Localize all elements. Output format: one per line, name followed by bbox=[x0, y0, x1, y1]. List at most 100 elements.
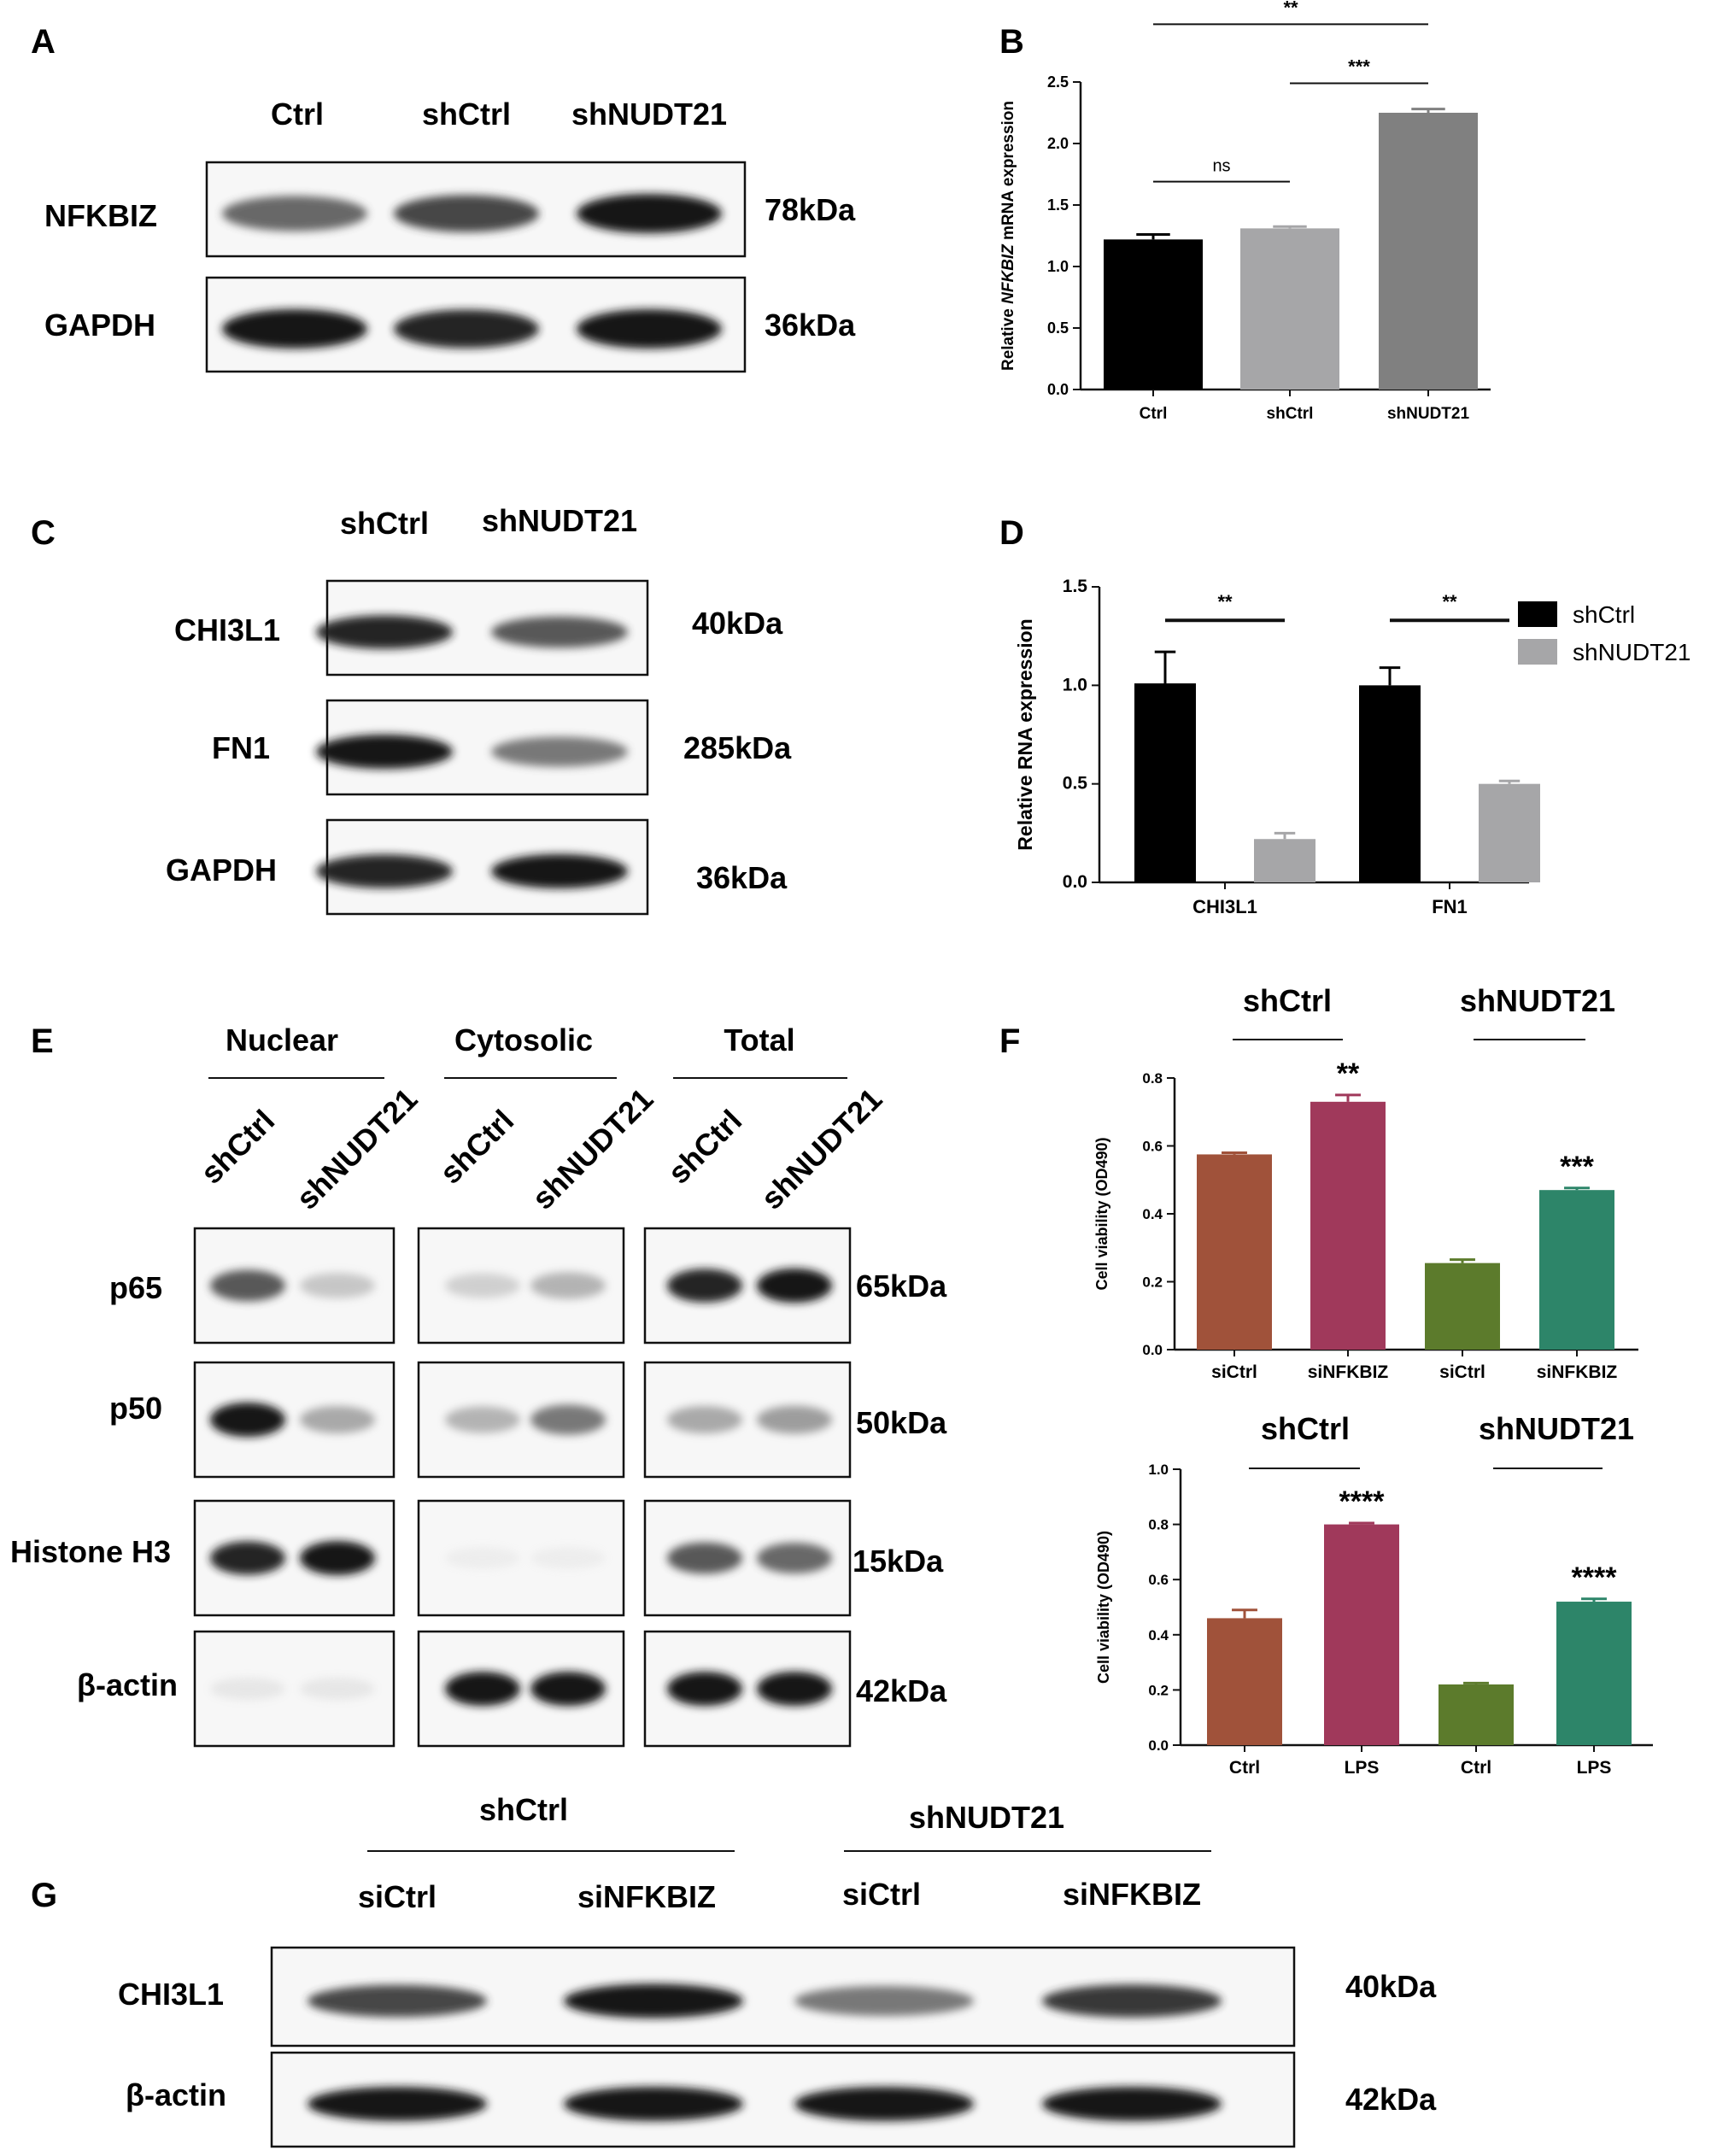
kda-label: 42kDa bbox=[856, 1673, 947, 1708]
blot-band bbox=[308, 2087, 487, 2121]
y-axis-title: Cell viability (OD490) bbox=[1093, 1137, 1110, 1290]
panel-label-b: B bbox=[999, 23, 1024, 61]
bar bbox=[1134, 683, 1196, 882]
significance-label: *** bbox=[1560, 1151, 1594, 1183]
blot-band bbox=[300, 1541, 375, 1575]
y-axis-title: Cell viability (OD490) bbox=[1095, 1531, 1112, 1684]
blot-band bbox=[577, 194, 722, 233]
y-tick-label: 1.5 bbox=[1047, 196, 1069, 214]
blot-band bbox=[530, 1272, 606, 1299]
blot-band bbox=[210, 1269, 285, 1302]
y-tick-label: 0.8 bbox=[1142, 1070, 1163, 1087]
blot-band bbox=[667, 1672, 742, 1706]
kda-label: 42kDa bbox=[1345, 2082, 1437, 2117]
lane-label: shCtrl bbox=[661, 1103, 749, 1191]
blot-band bbox=[210, 1541, 285, 1575]
chart-f-bottom: 0.0 0.2 0.4 0.6 0.8 1.0 Cell viability (OD490)… bbox=[1095, 1462, 1653, 1778]
x-tick-label: Ctrl bbox=[1461, 1758, 1491, 1778]
x-tick-label: shCtrl bbox=[1267, 405, 1314, 423]
y-tick-label: 0.4 bbox=[1142, 1206, 1163, 1222]
blot-band bbox=[394, 309, 539, 349]
y-tick-label: 0.0 bbox=[1063, 872, 1087, 892]
significance-label: *** bbox=[1348, 56, 1370, 77]
blot-band bbox=[491, 854, 628, 888]
blot-band bbox=[794, 1985, 974, 2017]
blot-band bbox=[757, 1543, 832, 1573]
lane-label: Ctrl bbox=[271, 97, 324, 132]
lane-label: shNUDT21 bbox=[525, 1081, 660, 1216]
y-tick-label: 1.5 bbox=[1063, 577, 1088, 596]
row-label: GAPDH bbox=[44, 308, 155, 343]
x-tick-label: siCtrl bbox=[1211, 1362, 1257, 1382]
significance-label: ** bbox=[1217, 591, 1233, 612]
group-label: shNUDT21 bbox=[909, 1800, 1064, 1835]
panel-label-a: A bbox=[31, 23, 56, 61]
blot-band bbox=[564, 2087, 743, 2121]
row-label: GAPDH bbox=[166, 852, 277, 888]
y-tick-label: 0.0 bbox=[1148, 1737, 1169, 1754]
blot-band bbox=[491, 736, 628, 767]
fraction-label: Total bbox=[724, 1022, 794, 1057]
x-tick-label: siCtrl bbox=[1439, 1362, 1485, 1382]
x-tick-label: shNUDT21 bbox=[1387, 405, 1470, 423]
blot-band bbox=[300, 1678, 375, 1700]
y-axis-title: Relative RNA expression bbox=[1014, 618, 1036, 850]
blot-band bbox=[577, 309, 722, 349]
y-tick-label: 0.8 bbox=[1148, 1517, 1169, 1533]
blot-band bbox=[300, 1273, 375, 1298]
bar bbox=[1240, 228, 1339, 390]
y-tick-label: 1.0 bbox=[1047, 258, 1069, 275]
bar bbox=[1539, 1190, 1614, 1350]
row-label: CHI3L1 bbox=[174, 612, 280, 647]
legend-swatch bbox=[1518, 601, 1557, 627]
row-label: β-actin bbox=[77, 1667, 178, 1702]
fraction-label: Nuclear bbox=[226, 1022, 338, 1057]
kda-label: 50kDa bbox=[856, 1405, 947, 1440]
significance-label: **** bbox=[1339, 1485, 1386, 1518]
blot-band bbox=[491, 616, 628, 648]
bar bbox=[1197, 1154, 1272, 1350]
panel-label-g: G bbox=[31, 1877, 57, 1914]
lane-label: shCtrl bbox=[433, 1103, 521, 1191]
blot-band bbox=[757, 1405, 832, 1434]
bar bbox=[1310, 1101, 1386, 1350]
bar bbox=[1379, 113, 1478, 390]
blot-band bbox=[210, 1678, 285, 1700]
legend-label: shNUDT21 bbox=[1573, 639, 1690, 665]
significance-label: **** bbox=[1572, 1561, 1618, 1594]
y-tick-label: 0.2 bbox=[1142, 1274, 1163, 1291]
row-label: NFKBIZ bbox=[44, 198, 157, 233]
legend-label: shCtrl bbox=[1573, 601, 1635, 628]
bar bbox=[1254, 839, 1315, 882]
y-tick-label: 0.6 bbox=[1148, 1572, 1169, 1588]
lane-label: siCtrl bbox=[842, 1877, 921, 1912]
significance-label: ** bbox=[1442, 591, 1457, 612]
blot-band bbox=[1042, 1984, 1222, 2018]
x-tick-label: Ctrl bbox=[1140, 405, 1168, 423]
blot-band bbox=[222, 196, 367, 231]
group-label: shCtrl bbox=[1261, 1411, 1350, 1446]
bar bbox=[1425, 1263, 1500, 1350]
x-tick-label: LPS bbox=[1345, 1758, 1380, 1778]
panel-label-e: E bbox=[31, 1022, 54, 1060]
group-label: shNUDT21 bbox=[1460, 983, 1615, 1018]
y-axis-title: Relative NFKBIZ mRNA expression bbox=[999, 101, 1017, 371]
group-label: shCtrl bbox=[479, 1792, 568, 1827]
lane-label: shCtrl bbox=[340, 506, 429, 541]
row-label: β-actin bbox=[126, 2077, 226, 2112]
row-label: p50 bbox=[109, 1391, 162, 1426]
x-tick-label: siNFKBIZ bbox=[1537, 1362, 1618, 1382]
bar bbox=[1556, 1602, 1632, 1745]
blot-band bbox=[757, 1268, 832, 1303]
blot-panel-a: Ctrl shCtrl shNUDT21 NFKBIZ GAPDH 78kDa … bbox=[44, 97, 856, 373]
blot-band bbox=[667, 1542, 742, 1574]
blot-band bbox=[394, 195, 539, 232]
blot-band bbox=[757, 1672, 832, 1706]
group-label: shCtrl bbox=[1243, 983, 1332, 1018]
lane-label: siNFKBIZ bbox=[577, 1879, 716, 1914]
y-tick-label: 1.0 bbox=[1148, 1462, 1169, 1478]
bar bbox=[1359, 685, 1421, 882]
kda-label: 40kDa bbox=[1345, 1969, 1437, 2004]
x-tick-label: Ctrl bbox=[1229, 1758, 1260, 1778]
blot-band bbox=[530, 1672, 606, 1706]
